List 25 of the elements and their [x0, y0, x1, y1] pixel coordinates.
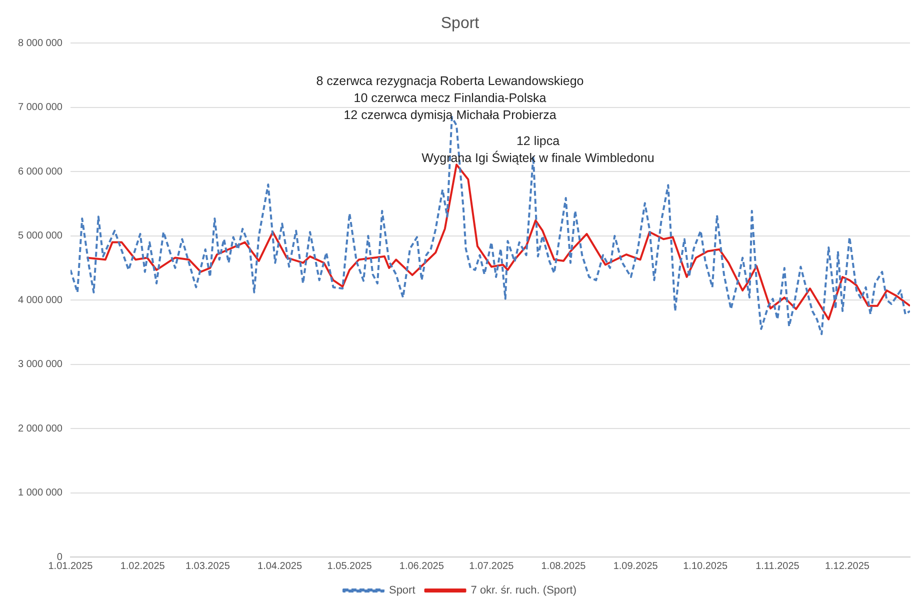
legend-label: 7 okr. śr. ruch. (Sport)	[470, 584, 577, 597]
x-tick-label: 1.01.2025	[48, 560, 94, 572]
y-tick-label: 4 000 000	[18, 294, 63, 306]
y-tick-label: 2 000 000	[18, 423, 63, 434]
y-tick-label: 5 000 000	[18, 230, 63, 242]
x-tick-label: 1.02.2025	[120, 560, 166, 572]
y-tick-label: 8 000 000	[18, 38, 63, 49]
annotation: 8 czerwca rezygnacja Roberta Lewandowskiego 10 czerwca mecz Finlandia-Polska 12 czerwca dymisja Michała Probierza	[316, 73, 584, 124]
x-tick-label: 1.12.2025	[824, 560, 870, 572]
chart-title: Sport	[440, 15, 480, 32]
legend-label: Sport	[388, 584, 416, 597]
x-tick-label: 1.11.2025	[756, 560, 800, 572]
x-tick-label: 1.09.2025	[613, 560, 658, 572]
x-tick-label: 1.07.2025	[469, 560, 514, 572]
x-tick-label: 1.03.2025	[185, 560, 230, 572]
x-tick-label: 1.08.2025	[541, 560, 586, 572]
y-tick-label: 7 000 000	[18, 102, 63, 114]
y-tick-label: 6 000 000	[18, 166, 63, 178]
y-tick-label: 1 000 000	[18, 488, 63, 499]
y-tick-label: 0	[56, 552, 63, 563]
x-tick-label: 1.10.2025	[683, 560, 728, 572]
x-tick-label: 1.06.2025	[399, 560, 444, 572]
x-tick-label: 1.04.2025	[258, 560, 302, 572]
x-tick-label: 1.05.2025	[327, 560, 372, 572]
y-tick-label: 3 000 000	[18, 359, 63, 370]
